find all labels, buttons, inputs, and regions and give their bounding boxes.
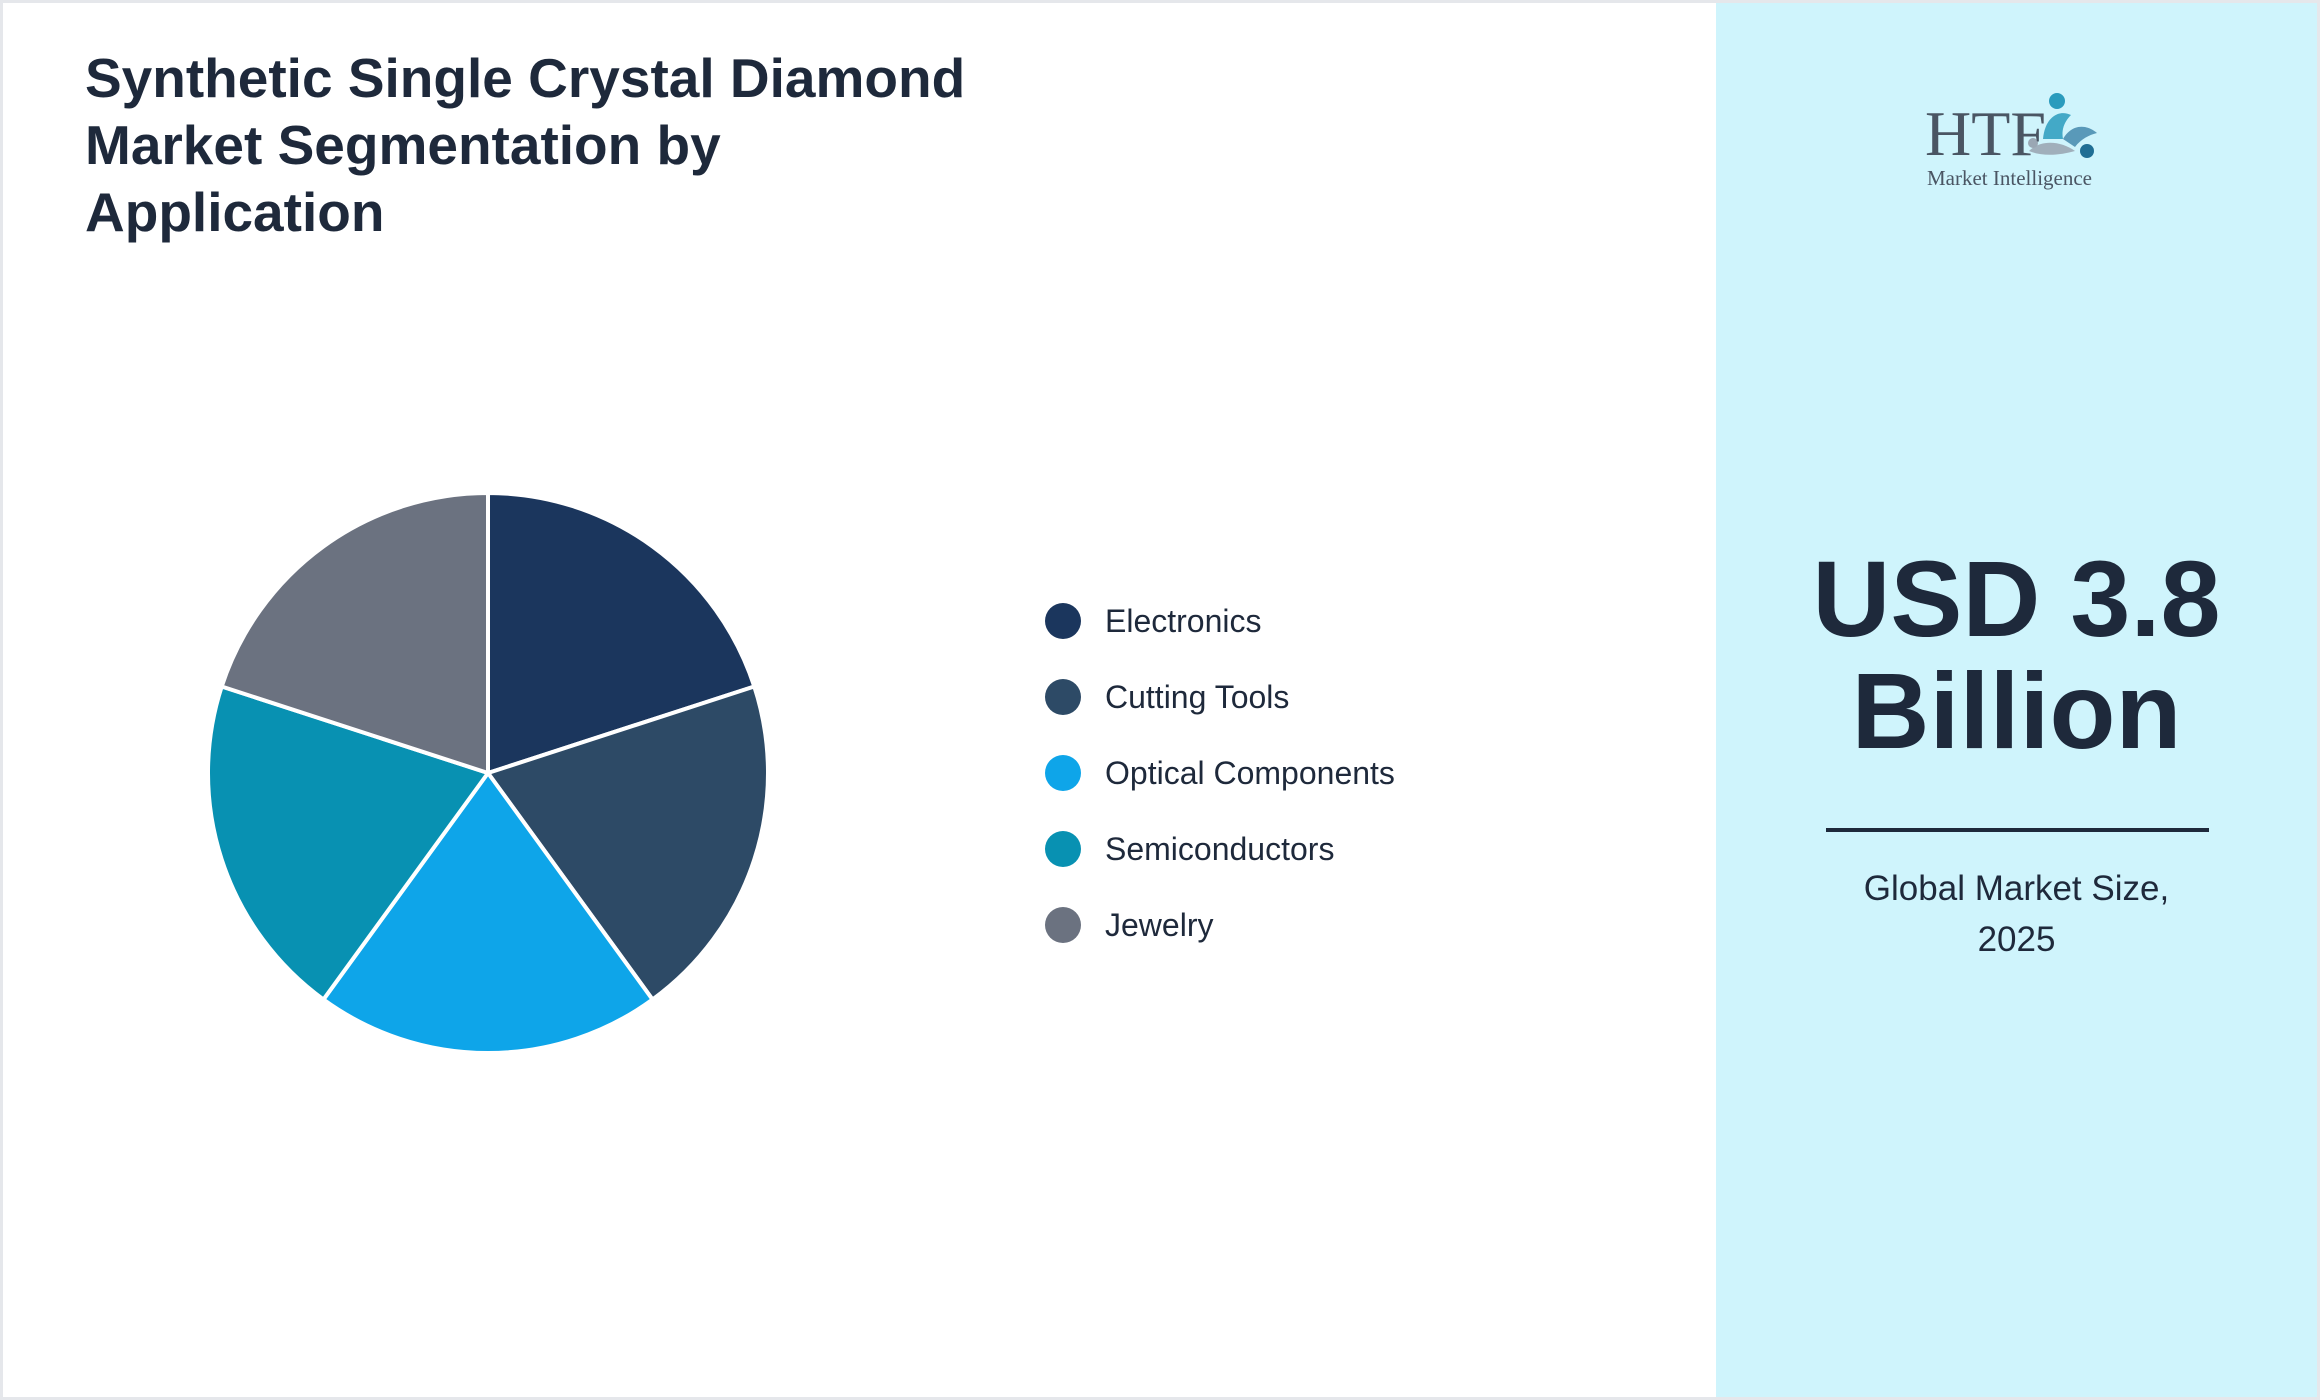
legend-label: Semiconductors	[1105, 830, 1335, 867]
logo-main-text: HTF	[1925, 98, 2046, 169]
legend-swatch	[1045, 679, 1081, 715]
legend-label: Cutting Tools	[1105, 678, 1290, 715]
pie-slice-cutting-tools	[486, 684, 770, 1002]
legend-swatch	[1045, 755, 1081, 791]
pie-slice-jewelry	[219, 491, 490, 775]
market-size-caption-line1: Global Market Size,	[1863, 869, 2170, 908]
legend-label: Jewelry	[1105, 906, 1214, 943]
legend-item-jewelry: Jewelry	[1045, 887, 1395, 963]
logo-graphic: HTF Market Intelligence	[1925, 93, 2097, 190]
market-size-caption: Global Market Size, 2025	[1836, 863, 2197, 965]
pie-slice-optical-components	[321, 771, 655, 1055]
market-size-value: USD 3.8 Billion	[1716, 543, 2317, 767]
htf-logo: HTF Market Intelligence	[1925, 81, 2111, 191]
market-size-panel: HTF Market Intelligence USD 3.8 Billion …	[1716, 3, 2317, 1397]
legend-label: Electronics	[1105, 602, 1262, 639]
pie-slice-semiconductors	[206, 684, 490, 1002]
legend-item-semiconductors: Semiconductors	[1045, 811, 1395, 887]
divider	[1826, 828, 2209, 832]
chart-title: Synthetic Single Crystal Diamond Market …	[85, 47, 966, 243]
market-size-value-line2: Billion	[1851, 650, 2182, 771]
market-size-value-line1: USD 3.8	[1812, 538, 2221, 659]
legend-label: Optical Components	[1105, 754, 1395, 791]
legend-item-cutting-tools: Cutting Tools	[1045, 659, 1395, 735]
pie-slice-electronics	[486, 491, 757, 775]
legend-swatch	[1045, 603, 1081, 639]
logo-sub-text: Market Intelligence	[1927, 166, 2092, 190]
market-size-caption-line2: 2025	[1977, 920, 2056, 959]
legend: Electronics Cutting Tools Optical Componen…	[1045, 583, 1395, 963]
legend-item-optical-components: Optical Components	[1045, 735, 1395, 811]
pie-chart	[206, 491, 770, 1055]
legend-swatch	[1045, 907, 1081, 943]
chart-panel: Synthetic Single Crystal Diamond Market …	[3, 3, 1716, 1397]
legend-item-electronics: Electronics	[1045, 583, 1395, 659]
legend-swatch	[1045, 831, 1081, 867]
